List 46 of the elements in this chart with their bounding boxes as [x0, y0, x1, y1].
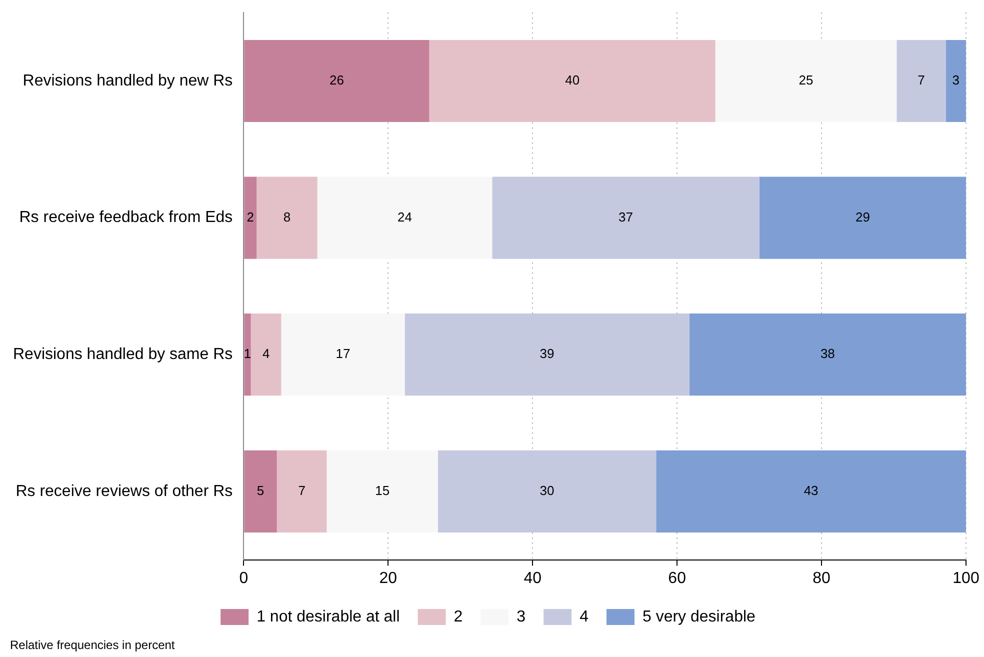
data-label: 3: [952, 72, 960, 88]
data-label: 7: [298, 482, 306, 498]
y-tick-label: Rs receive feedback from Eds: [19, 209, 233, 226]
data-label: 43: [804, 482, 818, 498]
x-tick-label: 80: [812, 570, 831, 587]
bar: [656, 450, 966, 532]
bar: [250, 314, 282, 396]
x-tick-label: 60: [668, 570, 686, 587]
data-label: 40: [565, 72, 580, 88]
x-tick-label: 100: [952, 570, 980, 587]
data-label: 17: [336, 346, 350, 362]
legend-label: 5 very desirable: [642, 608, 756, 626]
data-label: 37: [618, 209, 634, 224]
legend-label: 2: [454, 608, 463, 626]
data-label: 38: [820, 346, 835, 362]
y-tick-label: Rs receive reviews of other Rs: [16, 482, 233, 500]
data-label: 29: [855, 209, 870, 224]
data-label: 15: [375, 482, 390, 498]
data-label: 39: [540, 346, 554, 362]
data-label: 4: [262, 346, 270, 362]
bar: [946, 40, 966, 122]
x-tick-label: 40: [524, 570, 542, 587]
data-label: 2: [246, 209, 254, 224]
data-label: 7: [918, 72, 925, 88]
legend-label: 1 not desirable at all: [256, 608, 400, 626]
data-label: 25: [798, 72, 814, 88]
x-tick-label: 20: [379, 570, 398, 587]
bar: [244, 314, 251, 396]
y-tick-label: Revisions handled by same Rs: [12, 346, 233, 364]
bar: [244, 176, 257, 259]
bar: [896, 40, 946, 122]
data-label: 30: [540, 482, 554, 498]
data-label: 24: [398, 209, 412, 224]
legend-label: 4: [580, 608, 589, 626]
bar: [244, 40, 430, 122]
bar: [759, 176, 966, 259]
bar: [689, 314, 966, 396]
legend-label: 3: [516, 608, 526, 626]
x-tick-label: 0: [239, 570, 248, 587]
data-label: 8: [283, 209, 291, 224]
text: Relative frequencies in percent: [10, 638, 175, 652]
bar: [244, 450, 277, 532]
y-tick-label: Revisions handled by new Rs: [22, 72, 233, 90]
data-label: 1: [244, 346, 252, 362]
data-label: 5: [256, 482, 264, 498]
data-label: 26: [330, 72, 344, 88]
